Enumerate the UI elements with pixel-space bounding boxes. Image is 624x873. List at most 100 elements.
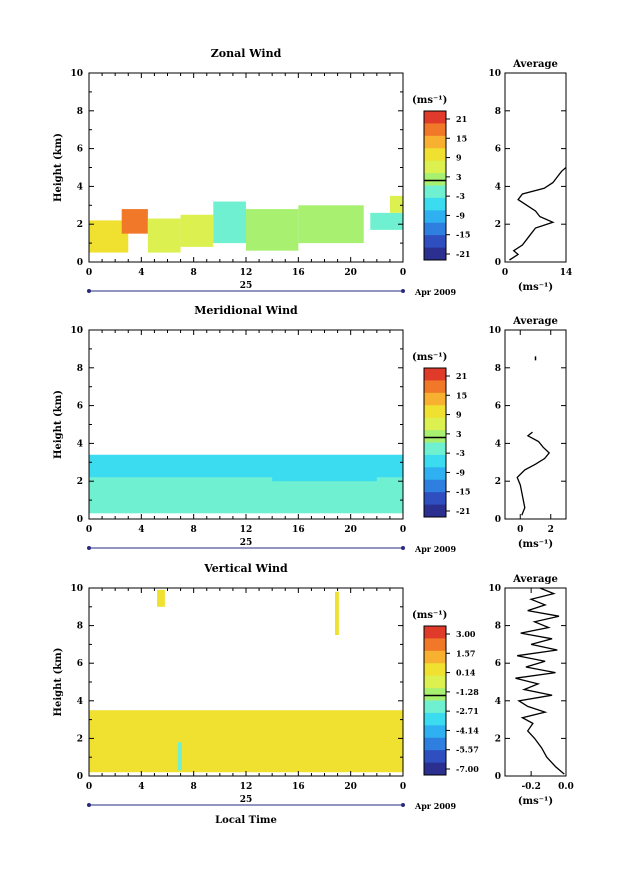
x-tick-label: 0 (400, 268, 406, 278)
colorbar-tick-label: 3 (456, 172, 462, 182)
average-profile-line (515, 587, 565, 775)
average-frame (504, 587, 567, 777)
colorbar-band (424, 454, 446, 468)
colorbar-band (424, 650, 446, 664)
colorbar-tick-label: -5.57 (456, 745, 479, 755)
x-tick-label: 4 (138, 525, 144, 535)
colorbar-band (424, 467, 446, 481)
average-y-tick-label: 0 (495, 258, 501, 268)
colorbar-tick-label: -15 (456, 487, 470, 497)
y-axis-label: Height (km) (53, 133, 64, 202)
average-y-tick-label: 6 (495, 145, 501, 155)
colorbar-tick-label: -1.28 (456, 687, 479, 697)
day-label: 25 (240, 538, 253, 548)
colorbar-tick-label: 21 (456, 114, 467, 124)
date-line-endpoint (87, 546, 91, 550)
colorbar-band (424, 688, 446, 701)
colorbar-tick-label: 0.14 (456, 668, 476, 678)
average-y-tick-label: 0 (495, 515, 501, 525)
x-tick-label: 0 (86, 525, 92, 535)
x-tick-label: 4 (138, 268, 144, 278)
x-tick-label: 16 (292, 268, 305, 278)
colorbar-label: (ms⁻¹) (412, 610, 447, 621)
y-tick-label: 8 (77, 622, 83, 632)
average-frame (504, 72, 567, 263)
colorbar-band (424, 417, 446, 431)
average-title: Average (512, 59, 558, 70)
x-tick-label: 16 (292, 782, 305, 792)
x-tick-label: 12 (240, 782, 253, 792)
colorbar-tick-label: -21 (456, 506, 470, 516)
colorbar-band (424, 504, 446, 518)
date-line-endpoint (87, 289, 91, 293)
colorbar-tick-label: 9 (456, 410, 462, 420)
date-label: Apr 2009 (414, 544, 457, 554)
average-frame (504, 329, 567, 520)
average-y-tick-label: 4 (495, 182, 501, 192)
heatmap-cell (389, 195, 403, 213)
x-tick-label: 8 (191, 525, 197, 535)
heatmap-cell (177, 742, 182, 771)
heatmap-cell (246, 209, 299, 251)
colorbar-band (424, 380, 446, 394)
average-x-axis-label: (ms⁻¹) (518, 539, 553, 550)
colorbar-band (424, 392, 446, 406)
colorbar-band (424, 638, 446, 652)
average-x-axis-label: (ms⁻¹) (518, 796, 553, 807)
y-tick-label: 6 (77, 402, 83, 412)
colorbar-band (424, 368, 446, 381)
day-label: 25 (240, 795, 253, 805)
heatmap-cell (128, 458, 220, 474)
heatmap-cell (334, 591, 339, 635)
colorbar-band (424, 712, 446, 726)
heatmap-cell (89, 710, 403, 773)
colorbar-band (424, 492, 446, 506)
heatmap-cell (298, 205, 364, 244)
y-tick-label: 2 (77, 734, 83, 744)
colorbar-band (424, 762, 446, 776)
colorbar-frame (423, 110, 447, 261)
x-tick-label: 0 (400, 525, 406, 535)
date-line-endpoint (87, 803, 91, 807)
colorbar-band (424, 222, 446, 236)
panel-title: Zonal Wind (211, 47, 282, 60)
colorbar-band (424, 675, 446, 689)
colorbar-tick-label: 15 (456, 133, 467, 143)
x-tick-label: 20 (344, 525, 357, 535)
date-line-endpoint (401, 289, 405, 293)
date-line-endpoint (401, 546, 405, 550)
y-tick-label: 4 (77, 697, 83, 707)
colorbar-band (424, 173, 446, 186)
colorbar-tick-label: -3 (456, 448, 465, 458)
average-y-tick-label: 10 (488, 69, 501, 79)
y-tick-label: 0 (77, 258, 83, 268)
average-y-tick-label: 4 (495, 697, 501, 707)
colorbar-frame (423, 367, 447, 518)
average-y-tick-label: 2 (495, 477, 501, 487)
colorbar-band (424, 210, 446, 224)
average-x-axis-label: (ms⁻¹) (518, 282, 553, 293)
y-tick-label: 2 (77, 477, 83, 487)
y-tick-label: 2 (77, 220, 83, 230)
date-label: Apr 2009 (414, 801, 457, 811)
panel-title: Vertical Wind (203, 562, 288, 575)
average-x-tick-label: 0 (502, 268, 508, 278)
colorbar-band (424, 626, 446, 639)
heatmap-cell (121, 209, 148, 234)
colorbar-tick-label: -9 (456, 467, 465, 477)
heatmap-cell (370, 212, 403, 230)
average-x-tick-label: 2 (548, 525, 554, 535)
x-tick-label: 16 (292, 525, 305, 535)
y-tick-label: 6 (77, 145, 83, 155)
y-tick-label: 10 (70, 584, 83, 594)
colorbar-band (424, 247, 446, 261)
x-axis-label: Local Time (215, 815, 277, 826)
colorbar-tick-label: -21 (456, 249, 470, 259)
average-y-tick-label: 4 (495, 439, 501, 449)
day-label: 25 (240, 281, 253, 291)
average-x-tick-label: 0 (517, 525, 523, 535)
colorbar-tick-label: -7.00 (456, 764, 479, 774)
y-tick-label: 4 (77, 182, 83, 192)
average-y-tick-label: 10 (488, 326, 501, 336)
